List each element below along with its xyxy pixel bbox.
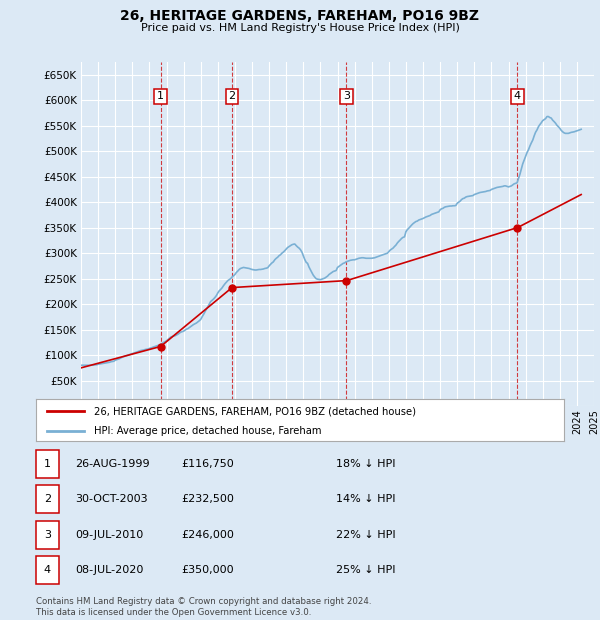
Text: Price paid vs. HM Land Registry's House Price Index (HPI): Price paid vs. HM Land Registry's House … [140, 23, 460, 33]
Text: 2: 2 [229, 91, 236, 102]
Text: HPI: Average price, detached house, Fareham: HPI: Average price, detached house, Fare… [94, 426, 322, 436]
Text: 22% ↓ HPI: 22% ↓ HPI [336, 529, 395, 540]
Text: 30-OCT-2003: 30-OCT-2003 [75, 494, 148, 505]
Text: 18% ↓ HPI: 18% ↓ HPI [336, 459, 395, 469]
Text: £232,500: £232,500 [181, 494, 234, 505]
Text: 25% ↓ HPI: 25% ↓ HPI [336, 565, 395, 575]
Text: £116,750: £116,750 [181, 459, 234, 469]
Text: 4: 4 [44, 565, 51, 575]
Text: 1: 1 [157, 91, 164, 102]
Text: 09-JUL-2010: 09-JUL-2010 [75, 529, 143, 540]
Text: 4: 4 [514, 91, 521, 102]
Text: 3: 3 [44, 529, 51, 540]
Text: 3: 3 [343, 91, 350, 102]
Text: 1: 1 [44, 459, 51, 469]
Text: 26, HERITAGE GARDENS, FAREHAM, PO16 9BZ: 26, HERITAGE GARDENS, FAREHAM, PO16 9BZ [121, 9, 479, 24]
Text: 26, HERITAGE GARDENS, FAREHAM, PO16 9BZ (detached house): 26, HERITAGE GARDENS, FAREHAM, PO16 9BZ … [94, 406, 416, 416]
Text: 08-JUL-2020: 08-JUL-2020 [75, 565, 143, 575]
Text: Contains HM Land Registry data © Crown copyright and database right 2024.
This d: Contains HM Land Registry data © Crown c… [36, 598, 371, 617]
Text: 2: 2 [44, 494, 51, 505]
Text: £350,000: £350,000 [181, 565, 234, 575]
Text: 26-AUG-1999: 26-AUG-1999 [75, 459, 149, 469]
Text: 14% ↓ HPI: 14% ↓ HPI [336, 494, 395, 505]
Text: £246,000: £246,000 [181, 529, 234, 540]
